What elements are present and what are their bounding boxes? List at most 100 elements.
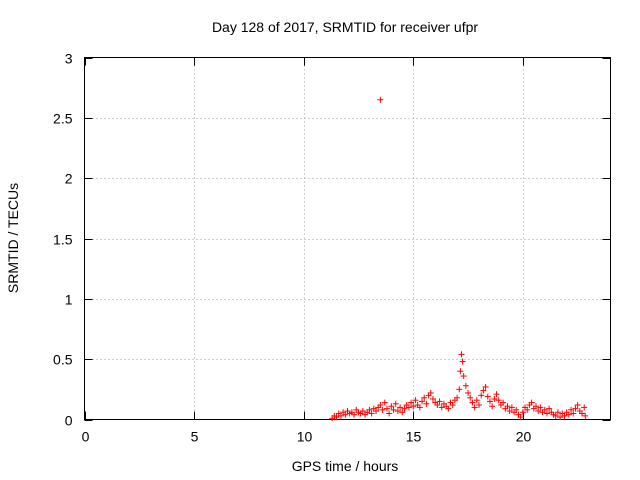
data-point (454, 394, 461, 401)
data-point (506, 408, 513, 415)
data-point (491, 395, 498, 402)
data-point (471, 404, 478, 411)
data-point (405, 404, 412, 411)
data-point (508, 404, 515, 411)
data-point (524, 406, 531, 413)
data-point (482, 383, 489, 390)
data-point (359, 408, 366, 415)
data-point (392, 400, 399, 407)
data-point (390, 406, 397, 413)
data-points (329, 96, 589, 422)
axis-ticks (84, 57, 611, 421)
data-point (434, 402, 441, 409)
data-point (377, 402, 384, 409)
data-point (429, 395, 436, 402)
x-tick-label: 10 (297, 429, 313, 445)
data-point (388, 403, 395, 410)
data-point (579, 410, 586, 417)
y-axis-label: SRMTID / TECUs (5, 183, 21, 293)
data-point (473, 397, 480, 404)
gridlines (84, 57, 611, 420)
data-point (416, 404, 423, 411)
data-point (436, 398, 443, 405)
data-point (379, 406, 386, 413)
data-point (412, 397, 419, 404)
data-point (495, 397, 502, 404)
data-point (342, 411, 349, 418)
plot-frame (84, 57, 611, 420)
data-point (427, 389, 434, 396)
data-point (467, 394, 474, 401)
data-point (572, 405, 579, 412)
data-point (486, 398, 493, 405)
data-point (582, 412, 589, 419)
data-point (565, 411, 572, 418)
data-point (456, 386, 463, 393)
data-point (399, 409, 406, 416)
data-point (504, 403, 511, 410)
data-point (351, 411, 358, 418)
data-point (568, 406, 575, 413)
data-point (462, 382, 469, 389)
data-point (574, 402, 581, 409)
data-point (500, 399, 507, 406)
data-point (394, 408, 401, 415)
data-point (372, 408, 379, 415)
data-point (561, 412, 568, 419)
x-tick-label: 15 (406, 429, 422, 445)
y-tick-label: 0.5 (53, 352, 73, 368)
x-tick-labels: 0 5 10 15 20 (82, 429, 532, 445)
y-tick-label: 2.5 (53, 111, 73, 127)
data-point (546, 405, 553, 412)
chart-title: Day 128 of 2017, SRMTID for receiver ufp… (212, 19, 478, 35)
data-point (386, 410, 393, 417)
data-point (570, 410, 577, 417)
data-point (537, 404, 544, 411)
data-point (408, 399, 415, 406)
data-point (366, 406, 373, 413)
data-point (401, 405, 408, 412)
data-point (513, 406, 520, 413)
data-point (535, 408, 542, 415)
data-point (489, 403, 496, 410)
y-tick-label: 2 (65, 171, 73, 187)
data-point (457, 368, 464, 375)
data-point (484, 393, 491, 400)
data-point (419, 398, 426, 405)
data-point (465, 389, 472, 396)
data-point (557, 414, 564, 421)
y-tick-label: 3 (65, 51, 73, 67)
x-tick-label: 20 (516, 429, 532, 445)
data-point (423, 400, 430, 407)
data-point (532, 403, 539, 410)
data-point (445, 405, 452, 412)
x-tick-label: 0 (82, 429, 90, 445)
data-point (458, 351, 465, 358)
data-point (543, 410, 550, 417)
data-point (469, 399, 476, 406)
x-tick-label: 5 (191, 429, 199, 445)
data-point (460, 373, 467, 380)
data-point (438, 404, 445, 411)
y-tick-labels: 0 0.5 1 1.5 2 2.5 3 (53, 51, 73, 429)
x-axis-label: GPS time / hours (292, 458, 399, 474)
data-point (528, 399, 535, 406)
y-tick-label: 1.5 (53, 232, 73, 248)
data-point (381, 399, 388, 406)
data-point (368, 410, 375, 417)
data-point (410, 403, 417, 410)
data-point (397, 404, 404, 411)
data-point (541, 406, 548, 413)
data-point (476, 402, 482, 409)
data-point (554, 409, 561, 416)
data-point (449, 402, 456, 409)
data-point (519, 409, 526, 416)
data-point (337, 412, 344, 419)
y-tick-label: 1 (65, 292, 73, 308)
data-point (333, 414, 340, 421)
data-point (377, 96, 384, 103)
data-point (459, 358, 466, 365)
data-point (478, 392, 485, 399)
data-point (421, 394, 428, 401)
